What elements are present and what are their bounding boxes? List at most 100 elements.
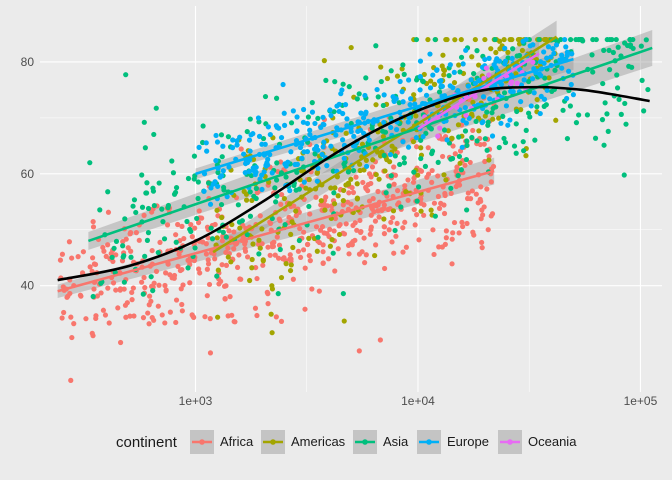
data-point: [429, 167, 435, 174]
data-point: [469, 111, 475, 117]
data-point: [175, 221, 181, 228]
data-point: [390, 208, 397, 214]
data-point: [292, 161, 298, 168]
data-point: [208, 185, 214, 191]
data-point: [260, 257, 266, 263]
data-point: [307, 211, 313, 217]
data-point: [278, 274, 285, 281]
data-point: [117, 286, 124, 292]
data-point: [128, 248, 134, 254]
data-point: [194, 215, 200, 222]
data-point: [513, 150, 519, 156]
data-point: [205, 257, 211, 263]
data-point: [397, 161, 403, 168]
data-point: [312, 151, 318, 157]
data-point: [531, 90, 537, 96]
data-point: [393, 126, 400, 133]
data-point: [319, 151, 325, 158]
data-point: [417, 87, 423, 93]
data-point: [549, 88, 555, 95]
data-point: [256, 237, 262, 243]
data-point: [268, 311, 274, 317]
data-point: [482, 113, 488, 119]
data-point: [192, 245, 198, 251]
data-point: [400, 99, 406, 105]
data-point: [276, 242, 283, 248]
data-point: [314, 248, 320, 254]
data-point: [455, 173, 461, 179]
data-point: [538, 93, 544, 100]
data-point: [590, 36, 596, 43]
data-point: [151, 202, 157, 209]
data-point: [275, 255, 282, 261]
data-point: [402, 219, 408, 225]
fit-line: [195, 57, 574, 176]
data-point: [68, 314, 74, 320]
data-point: [296, 237, 302, 244]
data-point: [528, 103, 534, 109]
data-point: [456, 153, 463, 160]
data-point: [289, 219, 295, 225]
data-point: [376, 214, 382, 220]
data-point: [496, 144, 502, 151]
data-point: [139, 172, 145, 178]
data-point: [411, 169, 417, 175]
data-point: [113, 238, 120, 244]
data-point: [418, 145, 424, 151]
data-point: [441, 202, 447, 208]
data-point: [501, 90, 508, 96]
data-point: [105, 209, 112, 215]
data-point: [381, 231, 388, 237]
data-point: [216, 281, 222, 287]
data-point: [281, 255, 287, 261]
data-point: [363, 157, 369, 163]
data-point: [239, 218, 245, 224]
data-point: [508, 88, 514, 95]
data-point: [131, 197, 138, 203]
data-point: [57, 257, 64, 263]
data-point: [145, 230, 152, 236]
data-point: [98, 290, 104, 296]
data-point: [357, 229, 364, 235]
data-point: [498, 81, 504, 87]
data-point: [463, 120, 469, 126]
data-point: [544, 55, 550, 61]
data-point: [381, 152, 387, 158]
data-point: [244, 128, 250, 135]
data-point: [545, 44, 552, 50]
data-point: [291, 203, 297, 209]
data-point: [483, 65, 490, 71]
data-point: [312, 120, 318, 127]
data-point: [392, 172, 399, 178]
data-point: [273, 177, 280, 183]
data-point: [558, 36, 564, 43]
data-point: [618, 111, 624, 117]
data-point: [207, 201, 214, 207]
data-point: [448, 185, 454, 191]
data-point: [534, 96, 540, 103]
data-point: [185, 175, 192, 182]
data-point: [290, 276, 296, 282]
data-point: [316, 288, 322, 294]
data-point: [441, 72, 447, 78]
data-point: [162, 320, 168, 326]
data-point: [307, 127, 313, 133]
data-point: [413, 144, 420, 150]
data-point: [163, 270, 169, 276]
data-point: [226, 228, 232, 234]
data-point: [490, 163, 497, 170]
data-point: [509, 55, 515, 62]
data-point: [340, 202, 346, 208]
data-point: [368, 180, 374, 187]
data-point: [265, 301, 271, 307]
data-point: [332, 185, 338, 191]
data-point: [332, 215, 339, 222]
data-point: [401, 71, 407, 77]
data-point: [290, 108, 296, 114]
data-point: [413, 113, 419, 119]
data-point: [360, 115, 367, 121]
data-point: [145, 310, 151, 316]
data-point: [438, 78, 444, 84]
data-point: [496, 115, 502, 121]
data-point: [200, 123, 206, 129]
